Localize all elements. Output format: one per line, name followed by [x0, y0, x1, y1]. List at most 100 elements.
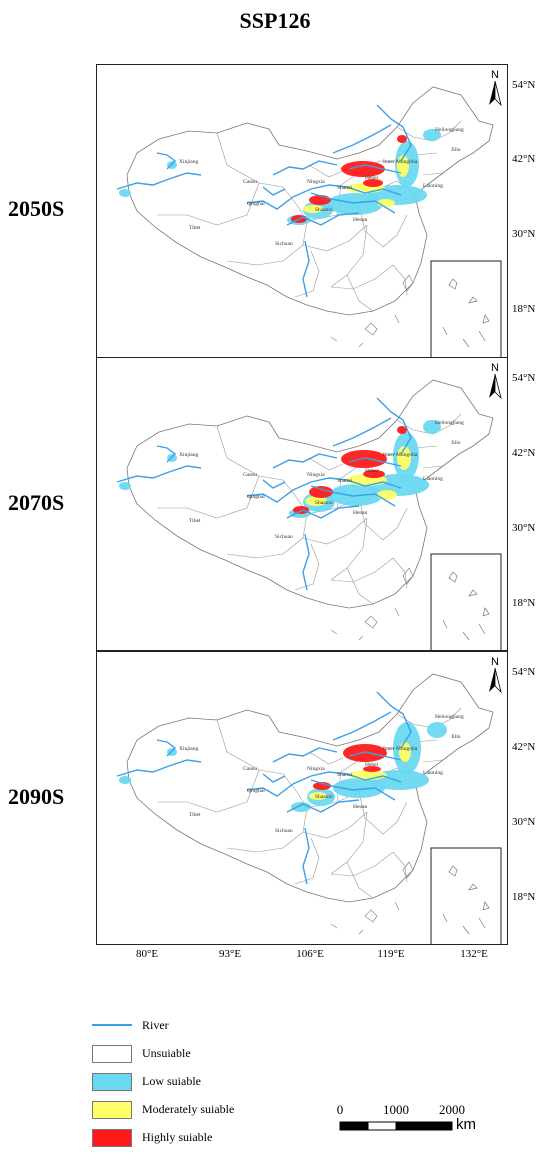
river-line — [272, 747, 338, 763]
moderate-suitable-zone — [305, 496, 327, 506]
island — [402, 274, 414, 292]
high-suitable-zone — [397, 426, 407, 434]
province-boundary — [346, 274, 374, 312]
province-label: Shaanxi — [315, 207, 333, 213]
inset-island — [462, 338, 470, 348]
inset-island — [442, 913, 448, 923]
province-boundary — [157, 475, 260, 519]
high-suitable-zone — [309, 486, 333, 498]
province-label: Heilongjiang — [435, 420, 464, 426]
province-boundary — [226, 831, 304, 853]
province-boundary — [216, 132, 284, 188]
north-label: N — [491, 69, 499, 81]
china-map: N Heilongjiang Jilin Liaoning Inner Mongolia… — [116, 656, 502, 944]
inset-island — [478, 623, 486, 635]
province-boundary — [422, 172, 444, 176]
province-label: Jilin — [451, 734, 461, 740]
inset-island — [468, 589, 478, 597]
scale-tick-2000: 2000 — [439, 1102, 465, 1117]
legend-label: Low suiable — [142, 1074, 201, 1088]
river-line — [310, 779, 396, 801]
island — [394, 314, 400, 324]
moderate-suitable-zone — [399, 742, 411, 762]
province-label: Xinjiang — [179, 746, 198, 752]
province-label: Sichuan — [275, 241, 293, 247]
province-label: Gansu — [243, 472, 257, 478]
province-label: Ningxia — [307, 179, 325, 185]
river-line — [348, 164, 402, 174]
province-boundary — [308, 751, 344, 765]
moderate-suitable-zone — [397, 446, 411, 470]
province-label: Gansu — [243, 766, 257, 772]
province-label: Hebei — [365, 762, 379, 768]
river-line — [262, 186, 286, 196]
inset-island — [448, 571, 458, 583]
river-line — [286, 212, 360, 226]
map-panel-2070s: N Heilongjiang Jilin Liaoning Inner Mongolia… — [96, 357, 508, 651]
province-label: Ningxia — [307, 472, 325, 478]
province-boundary — [216, 719, 284, 775]
province-label: Xinjiang — [179, 159, 198, 165]
island — [402, 567, 414, 585]
island — [364, 615, 378, 629]
island — [394, 607, 400, 617]
river-line-swatch — [92, 1024, 132, 1026]
province-boundary — [346, 861, 374, 899]
island — [364, 322, 378, 336]
inset-island — [462, 925, 470, 935]
province-boundary — [330, 224, 368, 288]
province-label: Liaoning — [423, 476, 443, 482]
river-line — [332, 711, 392, 741]
river-line — [376, 104, 412, 162]
panel-label-2050s: 2050S — [8, 196, 65, 221]
inset-island — [468, 883, 478, 891]
high-suitable-zone — [363, 470, 385, 478]
lat-label-54n: 54°N — [512, 372, 536, 384]
lon-label-119e: 119°E — [377, 948, 405, 960]
province-boundary — [330, 851, 394, 877]
north-arrow-icon: N — [489, 362, 502, 400]
inset-island — [478, 330, 486, 342]
province-boundary — [308, 164, 344, 178]
river-line — [262, 773, 286, 783]
china-map: N Heilongjiang Jilin Liaoning Inner Mongolia… — [116, 362, 502, 650]
river-line — [302, 533, 310, 591]
figure-title: SSP126 — [239, 8, 311, 33]
province-label: Tibet — [189, 518, 201, 524]
legend-label: Moderately suiable — [142, 1102, 235, 1116]
province-boundary — [422, 465, 444, 469]
river-line — [348, 457, 402, 467]
low-suitable-zone — [119, 189, 131, 197]
province-boundary — [330, 557, 394, 583]
lon-label-80e: 80°E — [135, 948, 159, 960]
island — [330, 336, 338, 342]
province-boundary — [282, 773, 308, 833]
province-label: Shaanxi — [315, 500, 333, 506]
province-label: Shanxi — [337, 185, 353, 191]
lat-label-54n: 54°N — [512, 666, 536, 678]
river-line — [286, 799, 360, 813]
river-line — [272, 453, 338, 469]
island — [358, 929, 364, 935]
province-label: Shanxi — [337, 772, 353, 778]
high-suitable-zone — [363, 766, 381, 772]
low-suitable-swatch — [92, 1073, 132, 1091]
province-label: Tibet — [189, 812, 201, 818]
province-boundary — [282, 479, 308, 539]
province-boundary — [302, 517, 368, 545]
high-suitable-zone — [397, 135, 407, 143]
province-label: Inner Mongolia — [383, 452, 418, 458]
lon-label-93e: 93°E — [218, 948, 242, 960]
province-label: Inner Mongolia — [383, 159, 418, 165]
province-boundary — [358, 204, 408, 248]
province-boundary — [358, 791, 408, 835]
province-label: Gansu — [243, 179, 257, 185]
low-suitable-zone — [119, 482, 131, 490]
province-label: Inner Mongolia — [383, 746, 418, 752]
river-line — [156, 445, 177, 463]
north-arrow-icon: N — [489, 69, 502, 107]
island — [402, 861, 414, 879]
scale-unit: km — [456, 1116, 476, 1133]
river-line — [310, 192, 396, 214]
province-label: Tibet — [189, 225, 201, 231]
